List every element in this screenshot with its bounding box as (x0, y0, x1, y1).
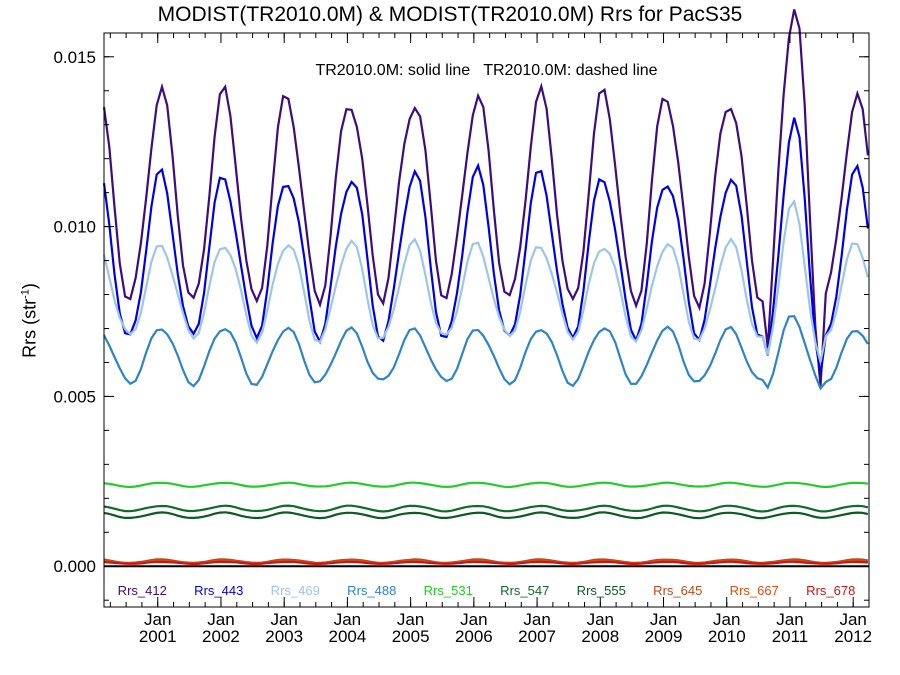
x-tick-label-month: Jan (713, 610, 740, 629)
x-tick-label-month: Jan (334, 610, 361, 629)
x-tick-label-year: 2005 (392, 627, 430, 646)
series-line-Rrs_547 (103, 504, 869, 513)
x-tick-label-year: 2001 (139, 627, 177, 646)
legend-entry-Rrs_443: Rrs_443 (194, 583, 244, 598)
y-tick-label: 0.015 (53, 48, 96, 67)
x-tick-label-month: Jan (144, 610, 171, 629)
x-tick-label-month: Jan (587, 610, 614, 629)
x-tick-label-year: 2012 (834, 627, 872, 646)
x-tick-label-year: 2007 (518, 627, 556, 646)
y-tick-label: 0.000 (53, 557, 96, 576)
plot-frame (103, 32, 870, 608)
chart-legend: Rrs_412 Rrs_443 Rrs_469 Rrs_488 Rrs_531 Rrs_5… (104, 583, 869, 601)
legend-entry-Rrs_469: Rrs_469 (270, 583, 320, 598)
series-line-Rrs_531 (103, 481, 869, 489)
x-tick-label-year: 2003 (265, 627, 303, 646)
series-line-Rrs_412 (102, 9, 869, 387)
series-line-Rrs_469 (102, 198, 869, 363)
series-line-Rrs_645 (103, 558, 869, 565)
legend-entry-Rrs_678: Rrs_678 (806, 583, 856, 598)
x-tick-label-year: 2006 (455, 627, 493, 646)
chart-title: MODIST(TR2010.0M) & MODIST(TR2010.0M) Rr… (157, 3, 743, 26)
legend-entry-Rrs_547: Rrs_547 (500, 583, 550, 598)
x-tick-label-year: 2011 (772, 627, 809, 646)
legend-entry-Rrs_555: Rrs_555 (576, 583, 626, 598)
series-line-Rrs_488 (103, 315, 869, 391)
x-tick-label-year: 2009 (645, 627, 683, 646)
series-line-Rrs_443 (102, 117, 869, 376)
x-tick-label-year: 2002 (202, 627, 240, 646)
series-line-Rrs_555 (103, 511, 869, 520)
series-line-Rrs_678 (103, 560, 868, 566)
x-tick-label-year: 2010 (708, 627, 746, 646)
y-tick-label: 0.010 (53, 218, 96, 237)
legend-entry-Rrs_645: Rrs_645 (653, 583, 703, 598)
legend-entry-Rrs_531: Rrs_531 (423, 583, 473, 598)
x-tick-label-month: Jan (397, 610, 424, 629)
x-tick-label-month: Jan (523, 610, 550, 629)
x-tick-label-month: Jan (270, 610, 297, 629)
legend-entry-Rrs_412: Rrs_412 (117, 583, 167, 598)
x-tick-label-month: Jan (776, 610, 803, 629)
legend-entry-Rrs_488: Rrs_488 (347, 583, 397, 598)
chart-annotation: TR2010.0M: solid line TR2010.0M: dashed … (315, 62, 658, 79)
x-tick-label-month: Jan (207, 610, 234, 629)
x-tick-label-year: 2008 (581, 627, 619, 646)
x-tick-label-year: 2004 (328, 627, 366, 646)
x-tick-label-month: Jan (839, 610, 866, 629)
x-tick-label-month: Jan (460, 610, 487, 629)
x-tick-label-month: Jan (650, 610, 677, 629)
y-tick-label: 0.005 (53, 387, 96, 406)
legend-entry-Rrs_667: Rrs_667 (729, 583, 779, 598)
